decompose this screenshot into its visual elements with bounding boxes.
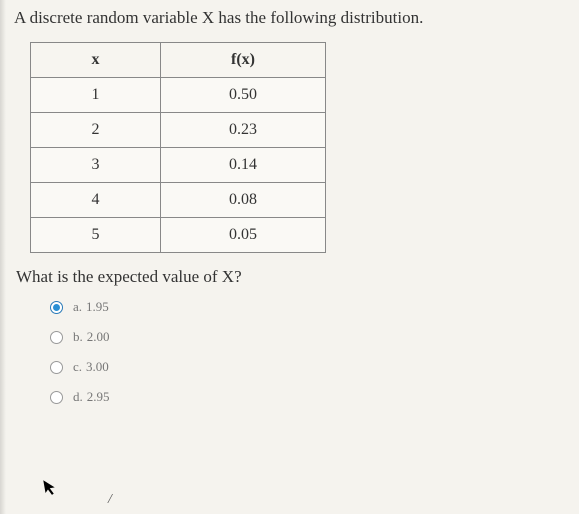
table-cell: 0.50 [161,78,326,113]
option-value: 2.95 [87,389,110,405]
table-row: 1 0.50 [31,78,326,113]
table-cell: 1 [31,78,161,113]
question-text: A discrete random variable X has the fol… [12,8,567,28]
page-shadow [0,0,6,514]
table-cell: 0.23 [161,113,326,148]
option-d[interactable]: d. 2.95 [50,389,567,405]
table-row: 3 0.14 [31,148,326,183]
radio-icon[interactable] [50,331,63,344]
distribution-table: x f(x) 1 0.50 2 0.23 3 0.14 4 0.08 5 0.0… [30,42,326,253]
table-cell: 5 [31,218,161,253]
table-row: 2 0.23 [31,113,326,148]
option-value: 3.00 [86,359,109,375]
table-cell: 0.14 [161,148,326,183]
cursor-icon [42,477,60,502]
option-letter: b. [73,329,83,345]
table-cell: 0.08 [161,183,326,218]
table-cell: 2 [31,113,161,148]
option-value: 1.95 [86,299,109,315]
table-cell: 4 [31,183,161,218]
radio-icon[interactable] [50,391,63,404]
option-letter: c. [73,359,82,375]
option-value: 2.00 [87,329,110,345]
option-letter: d. [73,389,83,405]
table-header-x: x [31,43,161,78]
option-c[interactable]: c. 3.00 [50,359,567,375]
option-b[interactable]: b. 2.00 [50,329,567,345]
table-header-fx: f(x) [161,43,326,78]
radio-selected-icon[interactable] [50,301,63,314]
table-header-row: x f(x) [31,43,326,78]
table-cell: 0.05 [161,218,326,253]
option-a[interactable]: a. 1.95 [50,299,567,315]
options-group: a. 1.95 b. 2.00 c. 3.00 d. 2.95 [50,299,567,405]
option-letter: a. [73,299,82,315]
table-row: 5 0.05 [31,218,326,253]
table-cell: 3 [31,148,161,183]
followup-text: What is the expected value of X? [16,267,567,287]
radio-icon[interactable] [50,361,63,374]
table-row: 4 0.08 [31,183,326,218]
stray-mark: / [108,492,112,508]
